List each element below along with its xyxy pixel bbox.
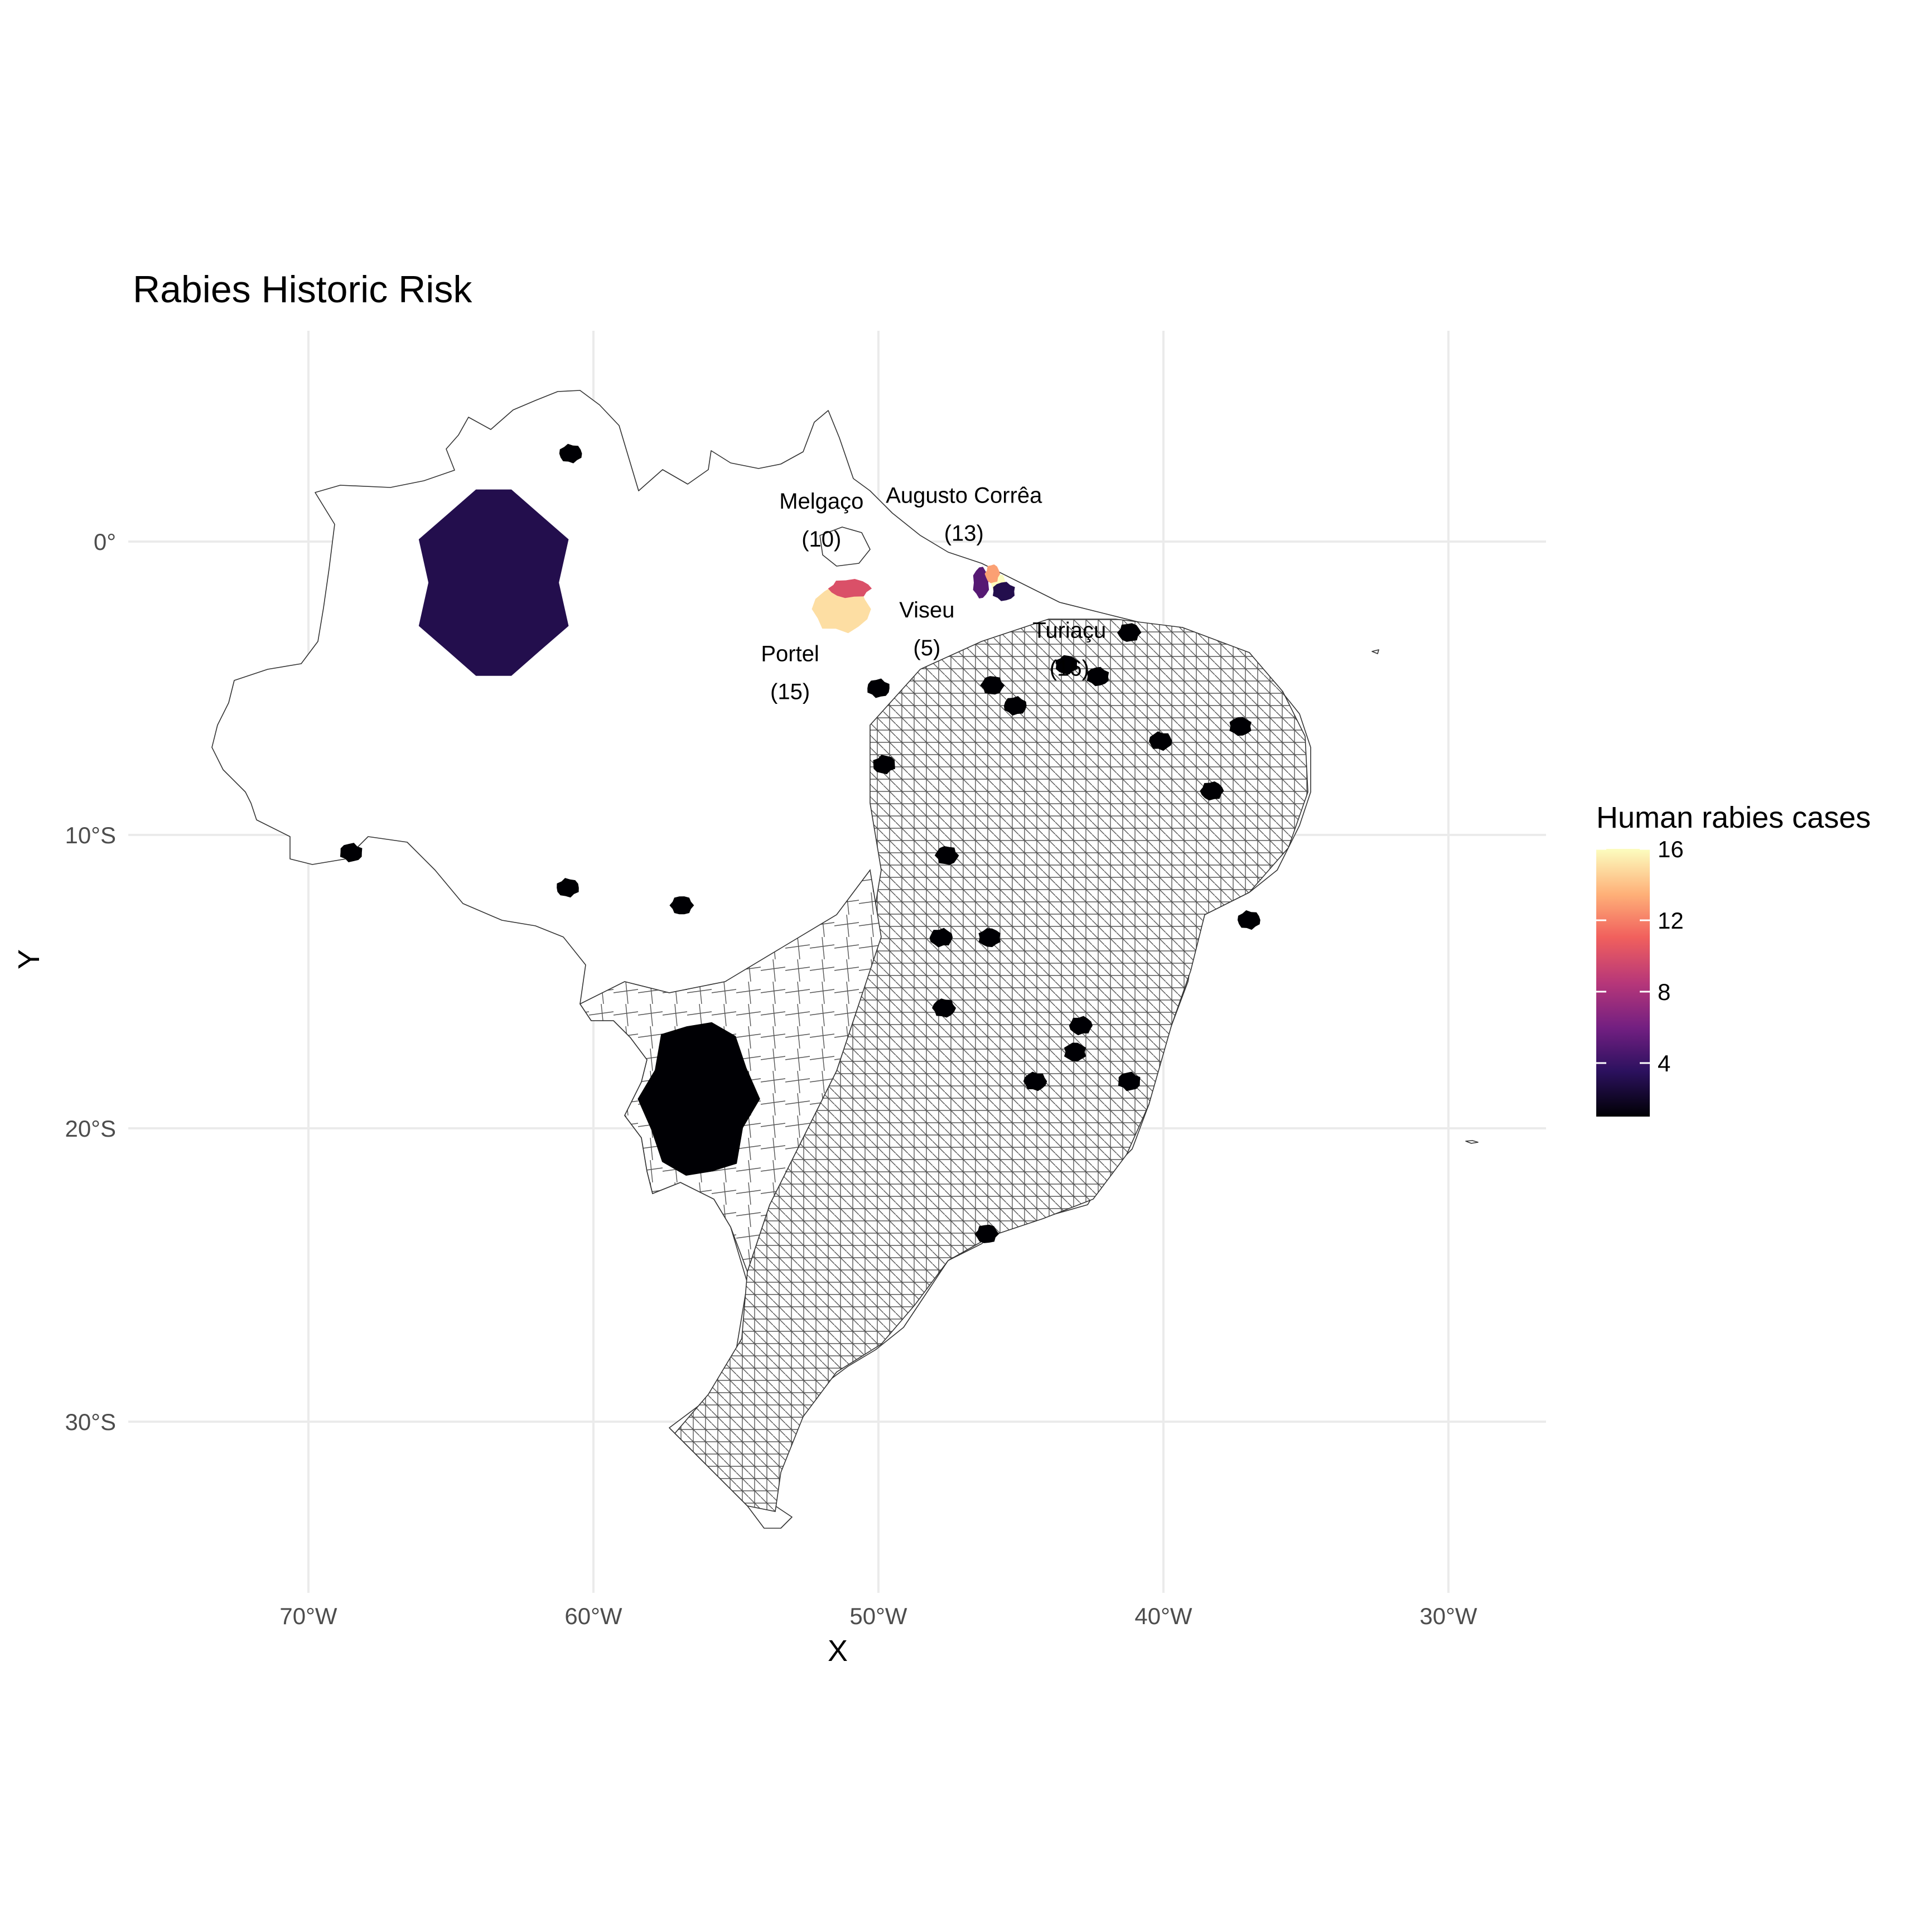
annotation-name: Portel xyxy=(761,642,819,666)
legend-title: Human rabies cases xyxy=(1596,801,1871,834)
legend-tick-label: 4 xyxy=(1658,1050,1670,1076)
y-axis-ticks: 0° 10°S 20°S 30°S xyxy=(65,529,116,1435)
case-area xyxy=(873,755,895,775)
y-tick-label: 10°S xyxy=(65,822,116,848)
fernando-de-noronha xyxy=(1371,649,1379,654)
case-area xyxy=(812,585,871,634)
case-area xyxy=(559,443,582,463)
annotation-count: (5) xyxy=(913,636,940,660)
annotation-count: (16) xyxy=(1050,656,1089,681)
annotation-count: (13) xyxy=(944,521,984,546)
case-area xyxy=(993,582,1015,601)
x-tick-label: 70°W xyxy=(279,1603,337,1629)
x-tick-label: 40°W xyxy=(1134,1603,1192,1629)
legend-colorbar xyxy=(1596,849,1650,1117)
case-areas xyxy=(340,443,1260,1243)
case-area xyxy=(932,998,957,1018)
case-area xyxy=(637,1022,760,1176)
case-area xyxy=(1200,781,1224,801)
case-area xyxy=(1064,1042,1086,1061)
y-tick-label: 30°S xyxy=(65,1409,116,1435)
legend-ticks: 16 12 8 4 xyxy=(1596,836,1684,1076)
legend-tick-label: 8 xyxy=(1658,979,1670,1005)
chart-title: Rabies Historic Risk xyxy=(133,268,472,311)
brazil-municipalities xyxy=(211,390,1479,1529)
case-area xyxy=(1069,1016,1093,1036)
x-tick-label: 60°W xyxy=(564,1603,622,1629)
y-tick-label: 20°S xyxy=(65,1115,116,1142)
annotation-name: Augusto Corrêa xyxy=(886,484,1042,508)
annotation-name: Turiaçu xyxy=(1032,619,1106,643)
marajo-island xyxy=(819,527,871,567)
x-axis-ticks: 70°W 60°W 50°W 40°W 30°W xyxy=(279,1603,1477,1629)
case-area xyxy=(980,676,1005,695)
case-area xyxy=(978,928,1001,948)
case-area xyxy=(669,896,694,915)
case-area xyxy=(974,1224,999,1243)
legend-tick-label: 12 xyxy=(1658,907,1684,934)
case-area xyxy=(867,678,890,698)
x-tick-label: 30°W xyxy=(1419,1603,1477,1629)
y-tick-label: 0° xyxy=(94,529,116,555)
annotation-name: Viseu xyxy=(899,598,954,622)
annotation-count: (15) xyxy=(770,680,810,704)
case-area xyxy=(1237,910,1260,930)
x-tick-label: 50°W xyxy=(849,1603,907,1629)
case-area xyxy=(984,564,1001,583)
case-area xyxy=(557,878,579,898)
x-axis-title: X xyxy=(828,1634,848,1668)
case-area xyxy=(1023,1071,1047,1091)
case-area xyxy=(934,846,959,865)
case-area xyxy=(340,843,363,862)
case-area xyxy=(929,928,953,948)
case-area xyxy=(1149,731,1172,751)
y-axis-title: Y xyxy=(12,949,46,969)
annotation-name: Melgaço xyxy=(779,489,863,514)
case-area xyxy=(1118,1071,1141,1091)
case-area xyxy=(1004,696,1027,716)
case-area xyxy=(1086,666,1109,687)
case-area xyxy=(1117,623,1142,642)
case-area xyxy=(1229,717,1252,736)
legend-tick-label: 16 xyxy=(1658,836,1684,862)
case-area xyxy=(418,489,569,676)
trindade-island xyxy=(1465,1140,1479,1144)
case-area xyxy=(1055,655,1078,675)
annotation-count: (10) xyxy=(801,527,841,552)
legend: Human rabies cases 16 12 8 4 xyxy=(1596,801,1871,1117)
municipality-annotations: Melgaço (10) Augusto Corrêa (13) Viseu (5) Por… xyxy=(761,484,1106,704)
case-area xyxy=(828,579,872,598)
